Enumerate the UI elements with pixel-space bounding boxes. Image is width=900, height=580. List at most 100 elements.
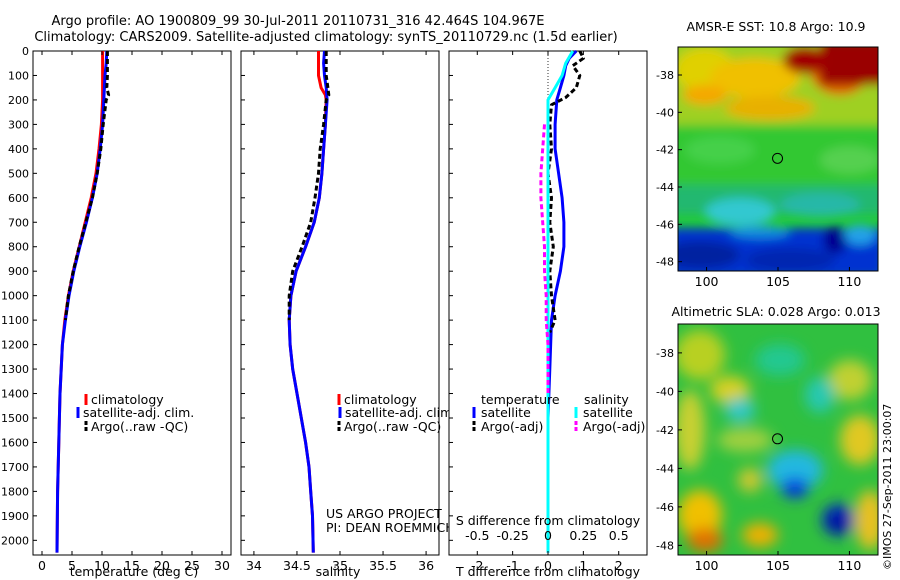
legend-satellite-label: satellite-adj. clim. [345,405,456,420]
temperature-panel: 0100200300400500600700800900100011001200… [1,45,232,579]
x-tick-label: 35.5 [369,558,397,573]
map-x-tick-label: 110 [837,274,861,289]
y-tick-label: 500 [8,167,29,180]
x-tick-label: -2 [471,558,483,573]
map-y-tick-label: -42 [656,144,674,157]
map-y-tick-label: -48 [656,539,674,552]
legend-climatology-label: climatology [91,392,164,407]
temperature-plot-area: 0100200300400500600700800900100011001200… [1,45,232,573]
salinity-x-label: salinity [316,564,361,579]
y-tick-label: 1800 [1,485,29,498]
map-y-tick-label: -46 [656,501,674,514]
sst-map-panel: AMSR-E SST: 10.8 Argo: 10.9 [656,19,879,289]
y-tick-label: 100 [8,69,29,82]
y-tick-label: 1600 [1,436,29,449]
y-tick-label: 800 [8,241,29,254]
difference-plot-area: -2 -1 0 1 2 -0.5 -0.25 0 0.25 0.5 [448,49,648,573]
series-argo-raw-qc [63,51,111,321]
x-tick-label: 30 [214,558,230,573]
series-temperature-argo-adj [546,50,585,333]
map-y-tick-label: -46 [656,218,674,231]
difference-panel: -2 -1 0 1 2 -0.5 -0.25 0 0.25 0.5 T difference f… [448,49,648,579]
top-tick-label: 0 [544,528,552,543]
legend-sal-satellite-label: satellite [583,405,633,420]
x-tick-label: -1 [506,558,518,573]
y-tick-label: 1400 [1,388,29,401]
map-y-tick-label: -44 [656,181,674,194]
map-y-tick-label: -38 [656,69,674,82]
y-tick-label: 200 [8,94,29,107]
series-temperature-satellite [546,49,578,553]
x-tick-label: 34.5 [283,558,311,573]
legend-temperature-title: temperature [481,392,560,407]
map-x-tick-label: 100 [695,274,719,289]
y-tick-label: 700 [8,216,29,229]
figure-title-line1: Argo profile: AO 1900809_99 30-Jul-2011 … [51,14,544,29]
figure-title-line2: Climatology: CARS2009. Satellite-adjuste… [34,30,617,45]
salinity-plot-area: 34 34.5 35 35.5 36 [240,50,440,573]
map-y-tick-label: -38 [656,347,674,360]
y-tick-label: 300 [8,118,29,131]
x-tick-label: 2 [615,558,623,573]
y-tick-label: 1300 [1,363,29,376]
y-tick-label: 1700 [1,461,29,474]
sla-map-title: Altimetric SLA: 0.028 Argo: 0.013 [671,304,880,319]
legend-salinity-title: salinity [584,392,629,407]
y-tick-label: 1500 [1,412,29,425]
series-satellite-adj-clim [287,50,329,553]
pi-credit: PI: DEAN ROEMMICH [326,520,455,535]
sla-heatmap [678,324,878,555]
x-tick-label: 35 [332,558,348,573]
x-tick-label: 0 [38,558,46,573]
sst-map-title: AMSR-E SST: 10.8 Argo: 10.9 [686,19,865,34]
argo-float-marker [772,152,784,164]
map-y-tick-label: -42 [656,424,674,437]
y-tick-label: 0 [22,45,29,58]
map-x-tick-label: 110 [837,558,861,573]
y-tick-label: 1900 [1,510,29,523]
top-tick-label: -0.5 [465,528,489,543]
y-tick-label: 2000 [1,534,29,547]
y-tick-label: 400 [8,143,29,156]
difference-top-label: S difference from climatology [456,513,641,528]
imos-credit: ©IMOS 27-Sep-2011 23:00:07 [881,404,894,570]
x-tick-label: 5 [68,558,76,573]
y-tick-label: 900 [8,265,29,278]
map-x-tick-label: 105 [766,558,790,573]
legend-satellite-label: satellite-adj. clim. [83,405,194,420]
x-tick-label: 20 [154,558,170,573]
top-tick-label: 0.5 [609,528,629,543]
difference-x-label: T difference from climatology [455,564,641,579]
sla-map-panel: Altimetric SLA: 0.028 Argo: 0.013 [656,304,881,573]
x-tick-label: 25 [184,558,200,573]
map-y-tick-label: -40 [656,385,674,398]
argo-float-marker [772,433,784,445]
map-x-tick-label: 105 [766,274,790,289]
map-y-tick-label: -40 [656,106,674,119]
y-tick-label: 1200 [1,339,29,352]
y-tick-label: 1100 [1,314,29,327]
legend-argo-label: Argo(..raw -QC) [344,419,441,434]
series-salinity-satellite [546,50,575,553]
salinity-panel: 34 34.5 35 35.5 36 salinity climatology sate… [240,50,456,579]
salinity-legend: climatology satellite-adj. clim. Argo(..… [337,392,456,434]
legend-temp-satellite-label: satellite [481,405,531,420]
series-argo-raw-qc [287,51,331,321]
x-tick-label: 34 [246,558,262,573]
map-x-tick-label: 100 [695,558,719,573]
x-tick-label: 10 [94,558,110,573]
temperature-x-label: temperature (deg C) [70,564,199,579]
x-tick-label: 15 [124,558,140,573]
temperature-legend: climatology satellite-adj. clim. Argo(..… [76,392,194,434]
series-satellite-adj-clim [55,50,109,553]
legend-temp-argo-label: Argo(-adj) [481,419,543,434]
y-tick-label: 1000 [1,290,29,303]
difference-legend: temperature satellite Argo(-adj) salinit… [472,392,645,434]
map-y-tick-label: -44 [656,462,674,475]
x-tick-label: 1 [579,558,587,573]
project-credit: US ARGO PROJECT [326,506,442,521]
legend-climatology-label: climatology [344,392,417,407]
x-tick-label: 36 [418,558,434,573]
top-tick-label: -0.25 [496,528,528,543]
